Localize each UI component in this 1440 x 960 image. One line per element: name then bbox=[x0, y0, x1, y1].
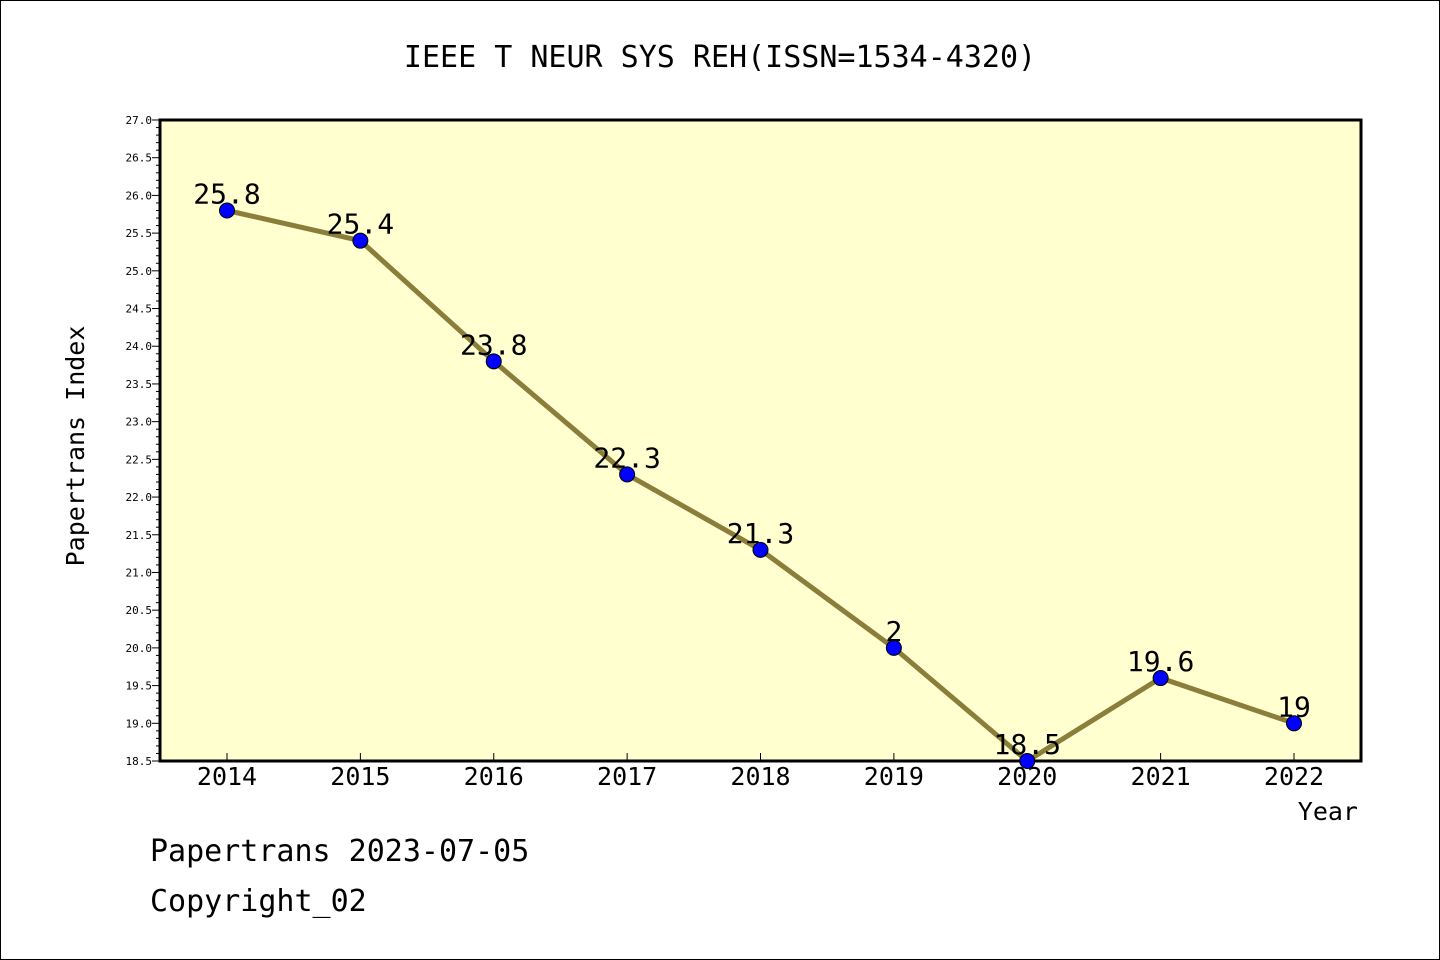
y-tick-label: 21.0 bbox=[126, 566, 153, 579]
data-point bbox=[752, 541, 769, 558]
y-tick-label: 26.5 bbox=[126, 152, 153, 165]
footer-copyright: Copyright_02 bbox=[150, 884, 367, 919]
data-label: 25.8 bbox=[193, 177, 260, 210]
data-label: 2 bbox=[885, 615, 902, 648]
x-axis-label: Year bbox=[1298, 797, 1358, 826]
x-tick-label: 2014 bbox=[197, 762, 257, 791]
y-tick-label: 25.5 bbox=[126, 227, 153, 240]
data-point bbox=[885, 639, 902, 656]
data-point bbox=[619, 466, 636, 483]
y-tick-label: 21.5 bbox=[126, 529, 153, 542]
x-tick-label: 2019 bbox=[864, 762, 924, 791]
y-tick-label: 26.0 bbox=[126, 189, 153, 202]
data-label: 23.8 bbox=[460, 328, 527, 361]
data-label: 18.5 bbox=[994, 728, 1061, 761]
y-tick-label: 24.5 bbox=[126, 303, 153, 316]
x-tick-label: 2021 bbox=[1131, 762, 1191, 791]
y-axis-label: Papertrans Index bbox=[61, 326, 90, 567]
data-point bbox=[219, 202, 235, 219]
data-label: 25.4 bbox=[327, 208, 394, 241]
y-tick-label: 27.0 bbox=[126, 114, 153, 127]
data-label: 19.6 bbox=[1127, 645, 1194, 678]
y-tick-label: 19.5 bbox=[126, 680, 153, 693]
y-tick-label: 20.5 bbox=[126, 604, 153, 617]
y-tick-label: 24.0 bbox=[126, 340, 153, 353]
x-tick-label: 2017 bbox=[597, 762, 657, 791]
data-point bbox=[1152, 670, 1169, 687]
data-point bbox=[485, 353, 502, 370]
data-point bbox=[352, 232, 369, 249]
data-label: 19 bbox=[1277, 690, 1311, 723]
plot-area bbox=[158, 118, 1363, 763]
chart-title: IEEE T NEUR SYS REH(ISSN=1534-4320) bbox=[404, 40, 1036, 75]
data-point bbox=[1019, 753, 1036, 769]
data-point bbox=[1286, 715, 1302, 732]
y-tick-label: 23.5 bbox=[126, 378, 153, 391]
footer-date: Papertrans 2023-07-05 bbox=[150, 834, 530, 869]
y-tick-label: 19.0 bbox=[126, 717, 153, 730]
data-markers bbox=[219, 202, 1302, 769]
y-tick-label: 18.5 bbox=[126, 755, 153, 768]
data-labels: 25.8 25.4 23.8 22.3 21.3 2 18.5 19.6 19 bbox=[193, 177, 1311, 761]
data-label: 21.3 bbox=[727, 517, 794, 550]
x-tick-label: 2018 bbox=[730, 762, 790, 791]
x-tick-label: 2015 bbox=[330, 762, 390, 791]
x-tick-label: 2022 bbox=[1264, 762, 1324, 791]
y-tick-label: 23.0 bbox=[126, 416, 153, 429]
x-tick-label: 2016 bbox=[464, 762, 524, 791]
x-axis: 2014 2015 2016 2017 2018 2019 2020 2021 2022 bbox=[197, 753, 1324, 791]
y-axis: 18.5 19.0 19.5 20.0 20.5 21.0 21.5 22.0 22.5 23.0… bbox=[126, 114, 160, 768]
y-tick-label: 20.0 bbox=[126, 642, 153, 655]
y-tick-label: 22.5 bbox=[126, 453, 153, 466]
y-tick-label: 22.0 bbox=[126, 491, 153, 504]
data-label: 22.3 bbox=[593, 441, 660, 474]
y-tick-label: 25.0 bbox=[126, 265, 153, 278]
